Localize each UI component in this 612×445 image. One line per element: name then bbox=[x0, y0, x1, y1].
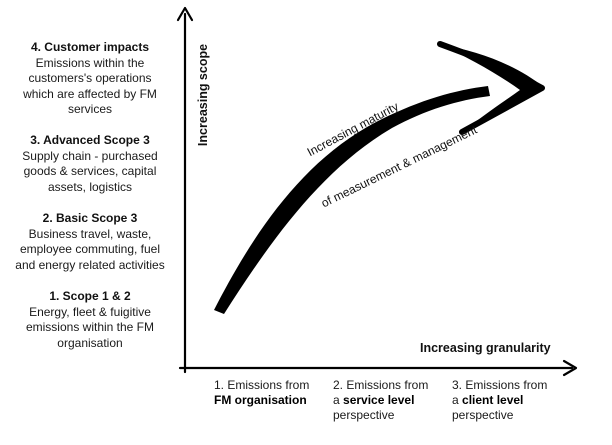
granularity-level-3: 3. Emissions from a client level perspec… bbox=[452, 378, 547, 423]
scope-level-line: assets, logistics bbox=[47, 179, 133, 194]
granularity-suffix: perspective bbox=[333, 408, 395, 422]
scope-level-title: 2. Basic Scope 3 bbox=[42, 211, 138, 225]
granularity-level-2: 2. Emissions from a service level perspe… bbox=[333, 378, 428, 423]
scope-level-line: Supply chain - purchased bbox=[22, 148, 158, 163]
y-axis-label: Increasing scope bbox=[196, 43, 210, 147]
scope-level-1: 1. Scope 1 & 2 Energy, fleet & fuigitive… bbox=[10, 289, 170, 351]
scope-level-title: 4. Customer impacts bbox=[30, 40, 150, 54]
scope-level-line: customers's operations bbox=[28, 71, 152, 85]
scope-level-line: Emissions within the bbox=[35, 55, 145, 70]
scope-level-line: employee commuting, fuel bbox=[19, 242, 161, 256]
maturity-arrow-head bbox=[440, 44, 545, 132]
granularity-pre: a bbox=[452, 393, 463, 407]
scope-level-line: goods & services, capital bbox=[23, 164, 157, 178]
granularity-pre: a bbox=[333, 393, 344, 407]
scope-level-title: 3. Advanced Scope 3 bbox=[30, 133, 150, 147]
scope-level-line: services bbox=[67, 102, 112, 116]
maturity-arrow-stroke bbox=[437, 41, 545, 135]
x-axis-label: Increasing granularity bbox=[420, 341, 551, 355]
y-axis-arrowhead bbox=[176, 6, 194, 22]
x-axis-arrowhead bbox=[562, 359, 578, 377]
scope-level-4: 4. Customer impacts Emissions within the… bbox=[10, 40, 170, 118]
scope-level-line: organisation bbox=[57, 335, 123, 350]
scope-level-3: 3. Advanced Scope 3 Supply chain - purch… bbox=[10, 133, 170, 195]
scope-level-title: 1. Scope 1 & 2 bbox=[49, 289, 131, 303]
granularity-prefix: 3. Emissions from bbox=[452, 378, 548, 392]
granularity-bold: service level bbox=[343, 393, 415, 407]
granularity-prefix: 1. Emissions from bbox=[214, 378, 310, 392]
granularity-level-1: 1. Emissions from FM organisation bbox=[214, 378, 309, 408]
scope-level-line: which are affected by FM bbox=[23, 86, 157, 101]
scope-level-2: 2. Basic Scope 3 Business travel, waste,… bbox=[6, 211, 174, 273]
granularity-bold: FM organisation bbox=[214, 393, 307, 407]
scope-level-line: Energy, fleet & fuigitive bbox=[29, 304, 151, 319]
scope-level-line: emissions within the FM bbox=[25, 320, 155, 334]
granularity-suffix: perspective bbox=[452, 408, 514, 422]
scope-level-line: Business travel, waste, bbox=[28, 226, 152, 241]
scope-level-line: and energy related activities bbox=[15, 257, 165, 272]
granularity-prefix: 2. Emissions from bbox=[333, 378, 429, 392]
granularity-bold: client level bbox=[462, 393, 524, 407]
